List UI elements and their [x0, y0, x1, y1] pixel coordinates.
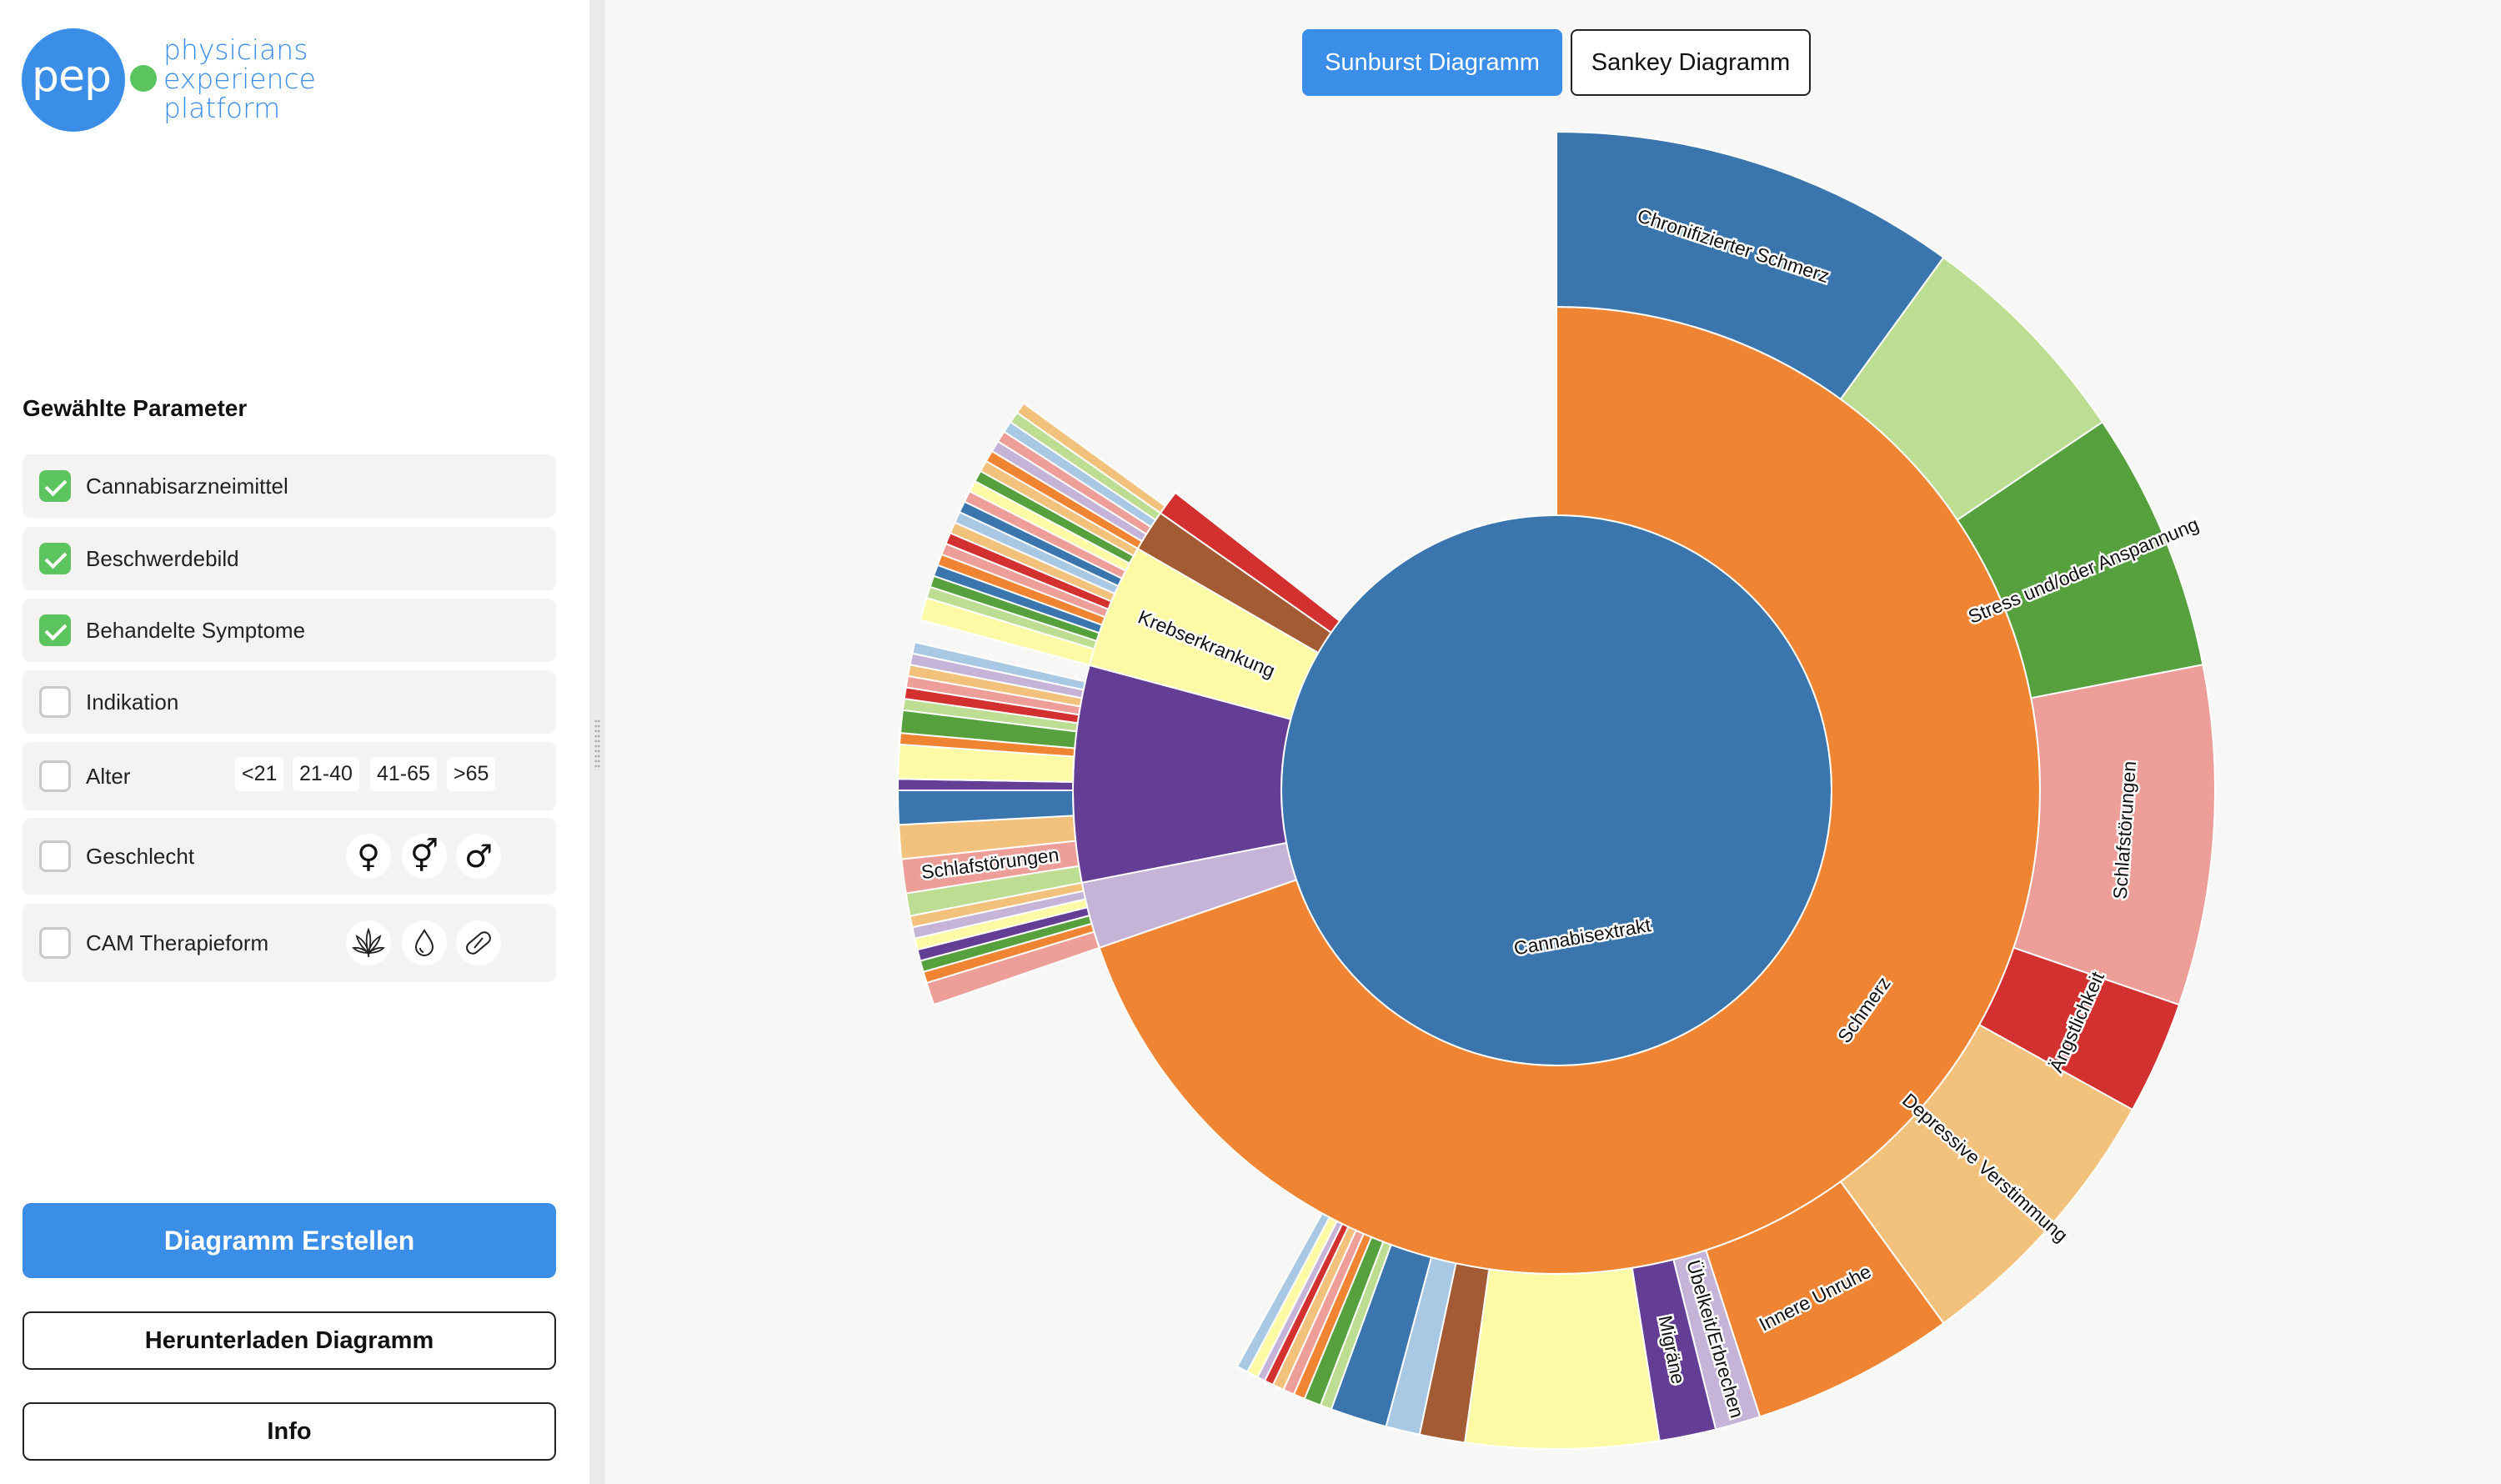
- intersex-icon[interactable]: ⚥: [402, 834, 447, 879]
- checkbox-cannabisarzneimittel[interactable]: [39, 470, 71, 502]
- age-option-under-21[interactable]: <21: [235, 757, 284, 791]
- resize-handle[interactable]: [589, 0, 605, 1484]
- age-option-over-65[interactable]: >65: [447, 757, 496, 791]
- sunburst-level2-group: [896, 130, 2216, 1450]
- logo-mark: pep: [32, 52, 112, 102]
- male-icon[interactable]: ♂: [456, 834, 501, 879]
- param-label: CAM Therapieform: [86, 930, 269, 955]
- param-row-cam-therapieform[interactable]: CAM Therapieform: [23, 904, 556, 982]
- param-row-alter[interactable]: Alter <21 21-40 41-65 >65: [23, 742, 556, 810]
- checkbox-behandelte-symptome[interactable]: [39, 614, 71, 646]
- download-diagram-button[interactable]: Herunterladen Diagramm: [23, 1311, 556, 1370]
- checkbox-beschwerdebild[interactable]: [39, 543, 71, 574]
- sunburst-level2-segment[interactable]: [1463, 1266, 1661, 1450]
- sunburst-chart: CannabisextraktSchmerzKrebserkrankungChr…: [896, 130, 2216, 1450]
- age-option-21-40[interactable]: 21-40: [293, 757, 359, 791]
- param-row-cannabisarzneimittel[interactable]: Cannabisarzneimittel: [23, 454, 556, 518]
- param-label: Indikation: [86, 689, 179, 714]
- checkbox-cam-therapieform[interactable]: [39, 927, 71, 959]
- capsule-icon[interactable]: [456, 920, 501, 965]
- param-row-behandelte-symptome[interactable]: Behandelte Symptome: [23, 599, 556, 662]
- cannabis-leaf-icon[interactable]: [346, 920, 391, 965]
- logo-dot: [130, 65, 157, 92]
- logo-word: physicians: [163, 33, 308, 66]
- checkbox-geschlecht[interactable]: [39, 840, 71, 872]
- params-title: Gewählte Parameter: [23, 395, 248, 421]
- param-label: Beschwerdebild: [86, 546, 239, 571]
- tab-sankey[interactable]: Sankey Diagramm: [1571, 29, 1811, 96]
- create-diagram-button[interactable]: Diagramm Erstellen: [23, 1203, 556, 1278]
- drag-grip-icon[interactable]: [594, 719, 600, 770]
- sunburst-root-segment[interactable]: [1280, 514, 1833, 1066]
- logo-wordmark: physicians experience platform: [163, 35, 316, 123]
- param-row-indikation[interactable]: Indikation: [23, 670, 556, 734]
- checkbox-alter[interactable]: [39, 760, 71, 792]
- logo-circle: [22, 28, 125, 132]
- param-row-beschwerdebild[interactable]: Beschwerdebild: [23, 527, 556, 590]
- param-label: Cannabisarzneimittel: [86, 474, 288, 499]
- drop-icon[interactable]: [402, 920, 447, 965]
- logo-word: experience: [163, 63, 316, 95]
- sidebar: pep physicians experience platform Gewäh…: [0, 0, 589, 1484]
- sunburst-level2-segment[interactable]: [1235, 1211, 1331, 1373]
- age-option-41-65[interactable]: 41-65: [370, 757, 437, 791]
- tab-sunburst[interactable]: Sunburst Diagramm: [1302, 29, 1562, 96]
- female-icon[interactable]: ♀: [346, 834, 391, 879]
- sunburst-root-group: [1280, 514, 1833, 1066]
- param-label: Behandelte Symptome: [86, 618, 306, 643]
- sunburst-level2-segment[interactable]: [911, 641, 1087, 691]
- pep-logo: pep physicians experience platform: [22, 28, 322, 137]
- param-row-geschlecht[interactable]: Geschlecht ♀ ⚥ ♂: [23, 818, 556, 895]
- param-label: Geschlecht: [86, 844, 195, 869]
- sunburst-level2-segment[interactable]: [1015, 402, 1167, 514]
- info-button[interactable]: Info: [23, 1402, 556, 1461]
- logo-word: platform: [163, 92, 281, 124]
- checkbox-indikation[interactable]: [39, 686, 71, 718]
- param-label: Alter: [86, 764, 131, 789]
